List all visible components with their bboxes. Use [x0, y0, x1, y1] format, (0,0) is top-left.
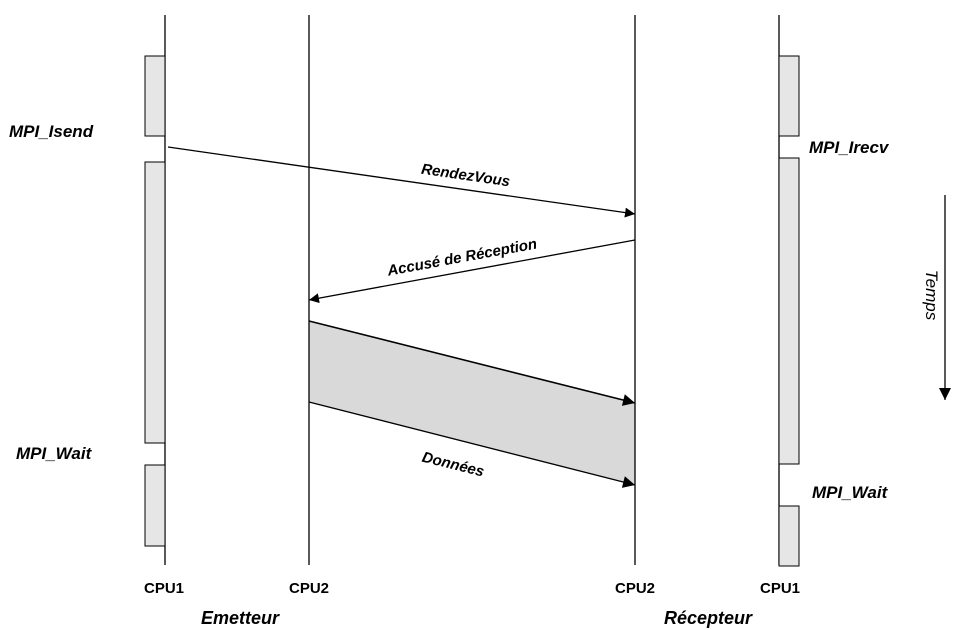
ack-arrow	[308, 239, 636, 304]
cpu-label-sender-cpu2: CPU2	[289, 580, 329, 597]
cpu-label-receiver-cpu1: CPU1	[760, 580, 800, 597]
activation-sender-wait	[144, 464, 166, 547]
data-arrow-bottom	[308, 401, 636, 488]
activation-sender-compute	[144, 161, 166, 444]
activation-receiver-wait	[778, 505, 800, 567]
time-label: Temps	[922, 270, 941, 321]
mpi-wait-sender-label: MPI_Wait	[16, 444, 93, 463]
mpi-isend-label: MPI_Isend	[9, 122, 94, 141]
cpu-label-receiver-cpu2: CPU2	[615, 580, 655, 597]
activation-receiver-compute	[778, 157, 800, 465]
activation-sender-isend	[144, 55, 166, 137]
data-arrow-top	[308, 320, 636, 406]
mpi-irecv-label: MPI_Irecv	[809, 138, 890, 157]
ack-label: Accusé de Réception	[385, 236, 538, 280]
mpi-wait-receiver-label: MPI_Wait	[812, 483, 889, 502]
receiver-role-label: Récepteur	[664, 608, 753, 628]
data-label: Données	[420, 449, 486, 481]
rendezvous-arrow	[167, 146, 636, 218]
cpu-label-sender-cpu1: CPU1	[144, 580, 184, 597]
activation-receiver-irecv	[778, 55, 800, 137]
rendezvous-label: RendezVous	[420, 161, 511, 191]
sender-role-label: Emetteur	[201, 608, 280, 628]
data-transfer-band	[309, 321, 635, 485]
